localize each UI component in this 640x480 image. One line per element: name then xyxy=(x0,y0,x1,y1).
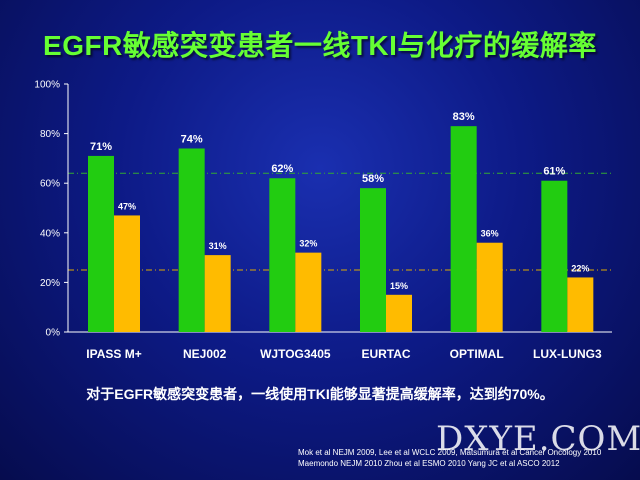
category-label: WJTOG3405 xyxy=(260,347,331,361)
y-tick-label: 20% xyxy=(40,278,60,289)
references: Mok et al NEJM 2009, Lee et al WCLC 2009… xyxy=(298,447,628,469)
y-tick-labels: 0% 20% 40% 60% 80% 100% xyxy=(34,80,68,339)
bar-value-label: 58% xyxy=(362,173,384,185)
bar-value-label: 31% xyxy=(209,241,227,251)
chart-axes xyxy=(67,84,612,333)
tki-bar xyxy=(269,178,296,332)
slide-title: EGFR敏感突变患者一线TKI与化疗的缓解率 xyxy=(43,30,597,61)
bar-value-label: 83% xyxy=(453,111,475,123)
bar-value-label: 74% xyxy=(181,133,203,145)
category-label: LUX-LUNG3 xyxy=(533,347,602,361)
conclusion-text: 对于EGFR敏感突变患者，一线使用TKI能够显著提高缓解率，达到约70%。 xyxy=(86,386,554,402)
tki-bar xyxy=(450,126,477,332)
y-tick-label: 80% xyxy=(40,129,60,140)
chemo-bar xyxy=(567,277,594,332)
y-tick-label: 60% xyxy=(40,179,60,190)
tki-bar xyxy=(541,180,568,332)
category-label: EURTAC xyxy=(361,347,410,361)
tki-bar xyxy=(88,155,114,332)
y-tick-label: 0% xyxy=(46,328,61,339)
x-category-labels: IPASS M+ NEJ002 WJTOG3405 EURTAC OPTIMAL LUX-… xyxy=(86,347,602,361)
chart-bars: 71% 47% 74% 31% 62% 32% 58% 15% 83% 36% 61% 22% xyxy=(88,111,594,332)
chemo-bar xyxy=(204,255,231,332)
chemo-bar xyxy=(476,242,503,332)
y-tick-label: 40% xyxy=(40,228,60,239)
category-label: NEJ002 xyxy=(183,347,227,361)
bar-value-label: 36% xyxy=(481,229,499,239)
reference-line-1: Mok et al NEJM 2009, Lee et al WCLC 2009… xyxy=(298,448,602,457)
tki-bar xyxy=(178,148,205,332)
category-label: OPTIMAL xyxy=(450,347,504,361)
bar-value-label: 22% xyxy=(571,263,589,273)
bar-value-label: 32% xyxy=(299,239,317,249)
bar-value-label: 71% xyxy=(90,141,112,153)
bar-value-label: 47% xyxy=(118,201,136,211)
chemo-bar xyxy=(386,294,412,332)
category-label: IPASS M+ xyxy=(86,347,141,361)
watermark-logo: DXYE.COM xyxy=(436,419,640,459)
y-tick-label: 100% xyxy=(34,80,60,91)
reference-lines xyxy=(68,172,612,271)
tki-bar xyxy=(360,188,386,332)
reference-line-2: Maemondo NEJM 2010 Zhou et al ESMO 2010 … xyxy=(298,459,560,468)
bar-value-label: 61% xyxy=(543,166,565,178)
chemo-bar xyxy=(295,252,322,332)
chemo-bar xyxy=(114,215,140,332)
bar-value-label: 15% xyxy=(390,281,408,291)
bar-value-label: 62% xyxy=(271,163,293,175)
